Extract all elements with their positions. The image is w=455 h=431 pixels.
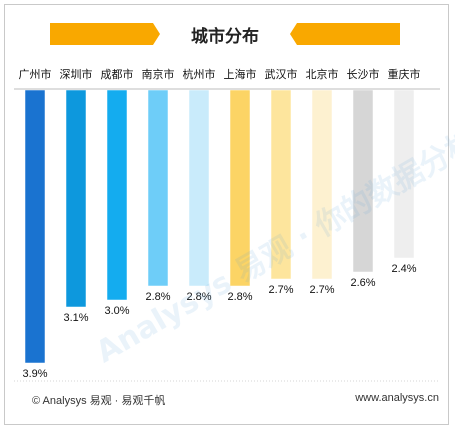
value-label-1: 3.9% bbox=[22, 368, 47, 380]
title-banner-left bbox=[50, 23, 160, 45]
value-label-7: 2.7% bbox=[268, 284, 293, 296]
bar-4 bbox=[147, 89, 169, 287]
category-label-10: 重庆市 bbox=[388, 67, 421, 81]
category-label-8: 北京市 bbox=[306, 67, 339, 81]
website-label: www.analysys.cn bbox=[355, 392, 439, 404]
category-label-3: 成都市 bbox=[101, 67, 134, 81]
bar-5 bbox=[188, 89, 210, 287]
category-label-9: 长沙市 bbox=[347, 67, 380, 81]
bar-8 bbox=[311, 89, 333, 280]
title-banner-right bbox=[290, 23, 400, 45]
category-label-7: 武汉市 bbox=[265, 67, 298, 81]
value-label-2: 3.1% bbox=[63, 312, 88, 324]
bar-3 bbox=[106, 89, 128, 301]
bar-7 bbox=[270, 89, 292, 280]
category-label-2: 深圳市 bbox=[60, 67, 93, 81]
category-label-5: 杭州市 bbox=[183, 67, 216, 81]
value-label-9: 2.6% bbox=[350, 277, 375, 289]
bar-6 bbox=[229, 89, 251, 287]
value-label-4: 2.8% bbox=[145, 291, 170, 303]
category-label-1: 广州市 bbox=[19, 67, 52, 81]
category-label-4: 南京市 bbox=[142, 67, 175, 81]
category-label-6: 上海市 bbox=[224, 67, 257, 81]
bar-9 bbox=[352, 89, 374, 273]
source-label: © Analysys 易观 · 易观千帆 bbox=[32, 395, 166, 407]
bar-1 bbox=[24, 89, 46, 364]
value-label-3: 3.0% bbox=[104, 305, 129, 317]
value-label-10: 2.4% bbox=[391, 263, 416, 275]
chart-title: 城市分布 bbox=[191, 27, 259, 47]
value-label-8: 2.7% bbox=[309, 284, 334, 296]
bar-2 bbox=[65, 89, 87, 308]
bar-10 bbox=[393, 89, 415, 259]
value-label-5: 2.8% bbox=[186, 291, 211, 303]
value-label-6: 2.8% bbox=[227, 291, 252, 303]
